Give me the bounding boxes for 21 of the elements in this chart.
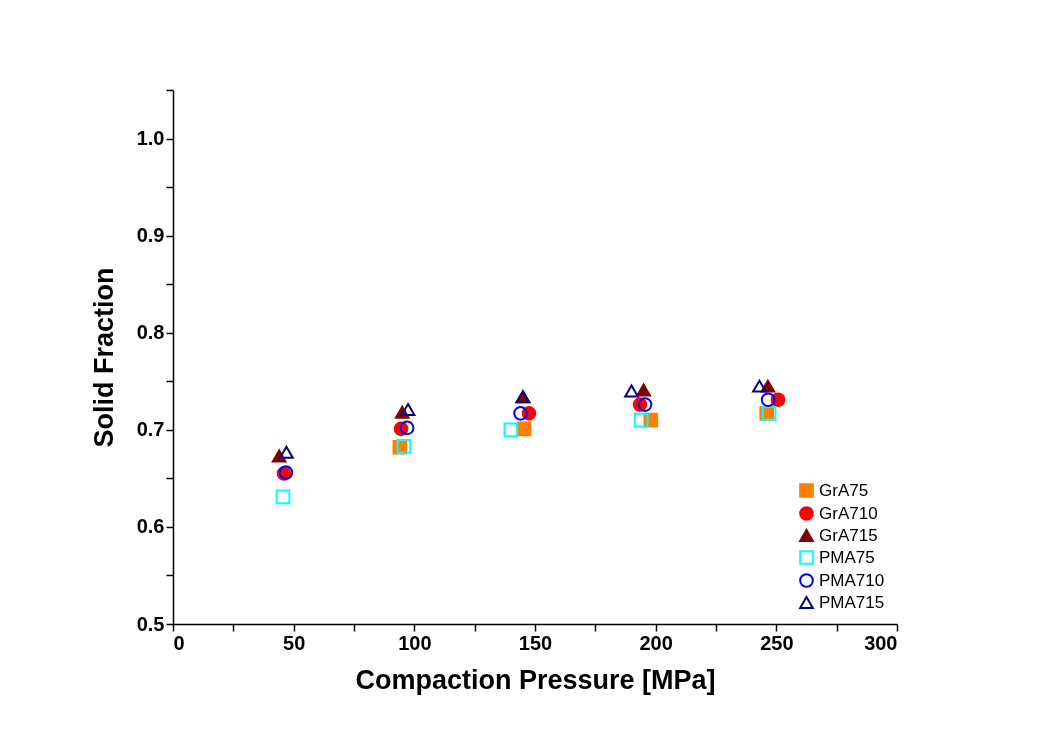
legend-label: PMA715 [819, 592, 885, 612]
legend-label: PMA75 [819, 547, 875, 567]
legend-label: GrA715 [819, 525, 878, 545]
x-tick-label: 150 [518, 631, 553, 654]
x-tick-label: 50 [283, 631, 306, 654]
y-tick-label: 0.8 [136, 321, 165, 344]
x-tick-label: 0 [173, 631, 185, 654]
y-tick-label: 0.7 [136, 418, 165, 441]
legend-label: GrA710 [819, 503, 878, 523]
x-tick-label: 250 [760, 631, 794, 654]
x-axis-title: Compaction Pressure [MPa] [355, 664, 716, 695]
legend-label: GrA75 [819, 480, 869, 500]
legend-label: PMA710 [819, 570, 885, 590]
y-axis-title: Solid Fraction [88, 267, 119, 448]
x-tick-label: 300 [864, 631, 898, 654]
x-tick-label: 100 [398, 631, 432, 654]
y-tick-label: 0.9 [136, 224, 165, 247]
y-tick-label: 0.5 [136, 612, 165, 635]
x-tick-label: 200 [639, 631, 673, 654]
y-tick-label: 0.6 [136, 515, 165, 538]
y-tick-label: 1.0 [136, 127, 165, 150]
